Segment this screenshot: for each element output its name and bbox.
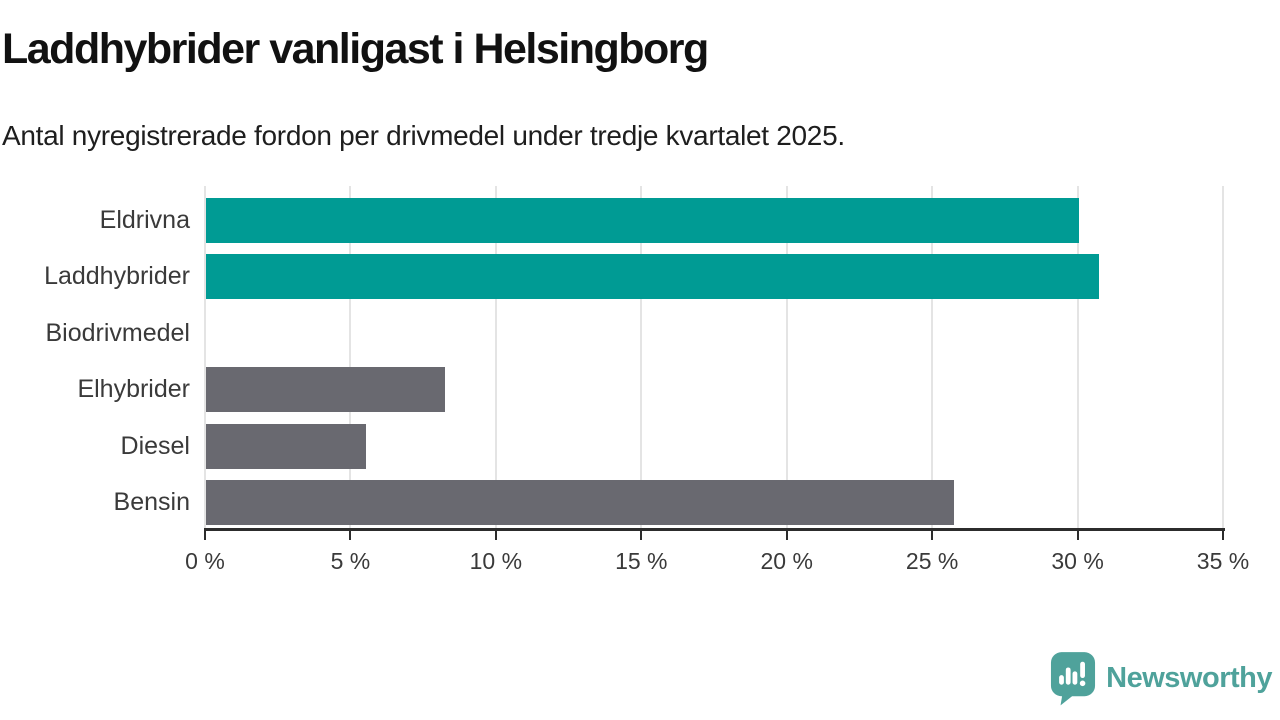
gridline — [1076, 186, 1079, 528]
gridline — [931, 186, 934, 528]
x-axis-tick-label: 25 % — [905, 548, 959, 574]
x-axis-line — [204, 528, 1225, 531]
x-axis-tick — [494, 531, 497, 540]
x-axis-tick — [931, 531, 934, 540]
gridline — [785, 186, 788, 528]
x-axis-tick — [640, 531, 643, 540]
x-axis-tick-label: 20 % — [760, 548, 813, 574]
gridline — [494, 186, 497, 528]
bar-bensin — [206, 480, 954, 525]
bar-diesel — [206, 423, 366, 469]
newsworthy-logo-icon — [1051, 652, 1096, 706]
x-axis-tick-label: 0 % — [185, 548, 225, 574]
gridline — [349, 186, 352, 528]
x-axis-tick-label: 5 % — [330, 548, 371, 574]
x-axis-tick-label: 10 % — [469, 548, 523, 574]
bar-chart-glyph — [1059, 661, 1086, 687]
x-axis-tick — [204, 531, 206, 540]
y-axis-label-eldrivna: Eldrivna — [99, 206, 190, 234]
bar-elhybrider — [206, 367, 445, 413]
y-axis-label-bensin: Bensin — [113, 488, 190, 516]
y-axis-label-biodrivmedel: Biodrivmedel — [45, 318, 190, 347]
gridline — [204, 186, 206, 528]
x-axis-tick — [349, 531, 352, 540]
bar-eldrivna — [206, 198, 1079, 243]
gridline — [1222, 186, 1224, 528]
x-axis-tick — [1222, 531, 1224, 540]
y-axis-label-elhybrider: Elhybrider — [77, 375, 190, 404]
x-axis-tick — [785, 531, 788, 540]
y-axis-label-laddhybrider: Laddhybrider — [44, 262, 190, 291]
gridline — [640, 186, 643, 528]
x-axis-tick-label: 30 % — [1051, 548, 1104, 574]
x-axis-tick-label: 15 % — [615, 548, 668, 574]
newsworthy-branding: Newsworthy — [1050, 651, 1272, 706]
chart-subtitle: Antal nyregistrerade fordon per drivmede… — [2, 120, 845, 151]
newsworthy-logo-text: Newsworthy — [1106, 662, 1272, 694]
y-axis-label-diesel: Diesel — [120, 431, 190, 460]
bar-laddhybrider — [206, 254, 1099, 300]
chart-title: Laddhybrider vanligast i Helsingborg — [2, 25, 709, 73]
x-axis-tick-label: 35 % — [1196, 548, 1250, 574]
x-axis-tick — [1076, 531, 1079, 540]
